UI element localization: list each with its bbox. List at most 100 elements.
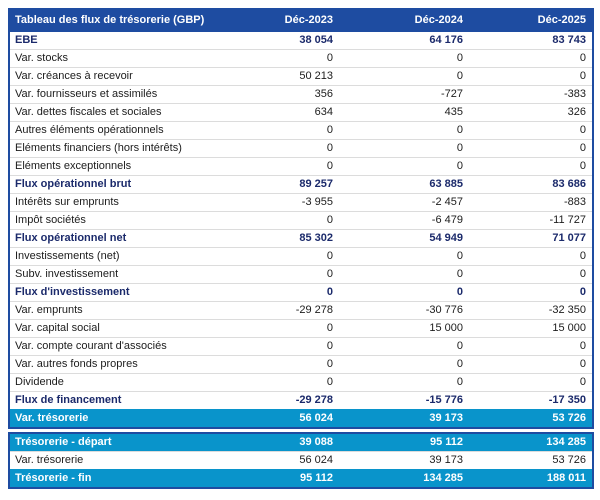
- row-label: Intérêts sur emprunts: [9, 193, 237, 212]
- table-row: Autres éléments opérationnels 0 0 0: [9, 121, 593, 140]
- row-value: 0: [469, 139, 593, 158]
- row-value: -30 776: [339, 301, 469, 320]
- row-value: -29 278: [237, 391, 339, 410]
- table-row: Dividende 0 0 0: [9, 373, 593, 392]
- row-value: 0: [469, 121, 593, 140]
- table-row: Flux d'investissement 0 0 0: [9, 283, 593, 302]
- table-row: Var. capital social 0 15 000 15 000: [9, 319, 593, 338]
- row-value: 188 011: [469, 469, 593, 488]
- row-value: -29 278: [237, 301, 339, 320]
- row-value: 56 024: [237, 451, 339, 470]
- row-value: 435: [339, 103, 469, 122]
- row-value: -383: [469, 85, 593, 104]
- row-label: Trésorerie - fin: [9, 469, 237, 488]
- row-value: 50 213: [237, 67, 339, 86]
- table-row: Var. emprunts -29 278 -30 776 -32 350: [9, 301, 593, 320]
- row-value: 0: [339, 337, 469, 356]
- row-label: EBE: [15, 34, 38, 46]
- row-value: 54 949: [339, 229, 469, 248]
- treasury-summary-body: Trésorerie - départ 39 088 95 112 134 285 Va…: [9, 433, 593, 488]
- row-value: 0: [339, 121, 469, 140]
- row-value: 0: [339, 373, 469, 392]
- row-value: -17 350: [469, 391, 593, 410]
- row-label: Autres éléments opérationnels: [9, 121, 237, 140]
- row-value: 95 112: [237, 469, 339, 488]
- row-label: Var. stocks: [9, 49, 237, 68]
- treasury-summary-table: Trésorerie - départ 39 088 95 112 134 285 Va…: [8, 432, 594, 489]
- row-value: 0: [237, 157, 339, 176]
- row-value: 85 302: [237, 229, 339, 248]
- row-label: Var. emprunts: [9, 301, 237, 320]
- row-value: 0: [237, 247, 339, 266]
- row-value: 0: [237, 283, 339, 302]
- table-title: Tableau des flux de trésorerie (GBP): [9, 9, 237, 32]
- row-value: 0: [339, 265, 469, 284]
- table-row: Eléments financiers (hors intérêts) 0 0 0: [9, 139, 593, 158]
- row-value: 0: [339, 283, 469, 302]
- table-row: Eléments exceptionnels 0 0 0: [9, 157, 593, 176]
- row-value: 0: [469, 247, 593, 266]
- row-label: Flux opérationnel brut: [9, 175, 237, 194]
- row-value: 0: [237, 319, 339, 338]
- row-value: -32 350: [469, 301, 593, 320]
- row-value: -6 479: [339, 211, 469, 230]
- row-value: 0: [237, 49, 339, 68]
- row-label: Trésorerie - départ: [9, 433, 237, 452]
- row-value: 39 088: [237, 433, 339, 452]
- row-value: 39 173: [339, 409, 469, 428]
- row-value: 0: [339, 67, 469, 86]
- row-value: -883: [469, 193, 593, 212]
- row-label: Subv. investissement: [9, 265, 237, 284]
- row-label: Var. trésorerie: [9, 451, 237, 470]
- row-value: 63 885: [339, 175, 469, 194]
- row-value: 0: [469, 373, 593, 392]
- row-value: 64 176: [429, 34, 463, 46]
- row-value: 0: [237, 139, 339, 158]
- row-value: 0: [237, 265, 339, 284]
- table-row: Trésorerie - fin 95 112 134 285 188 011: [9, 469, 593, 488]
- column-header-dec-2023: Déc-2023: [237, 9, 339, 32]
- row-value: 71 077: [469, 229, 593, 248]
- row-value: 0: [469, 265, 593, 284]
- row-value: 0: [339, 139, 469, 158]
- row-value: 89 257: [237, 175, 339, 194]
- table-row: Var. compte courant d'associés 0 0 0: [9, 337, 593, 356]
- row-label: Flux d'investissement: [9, 283, 237, 302]
- row-value: 0: [237, 355, 339, 374]
- row-label: Var. capital social: [9, 319, 237, 338]
- row-value: 356: [237, 85, 339, 104]
- row-value: 0: [237, 211, 339, 230]
- cash-flow-table-header: Tableau des flux de trésorerie (GBP) Déc…: [9, 9, 593, 32]
- row-value: 56 024: [237, 409, 339, 428]
- row-value: 15 000: [469, 319, 593, 338]
- row-value: 326: [469, 103, 593, 122]
- row-value: 53 726: [469, 409, 593, 428]
- table-row: Var. fournisseurs et assimilés 356 -727 -38…: [9, 85, 593, 104]
- column-header-dec-2024: Déc-2024: [339, 9, 469, 32]
- table-row: EBE 38 054 64 176 83 743: [9, 32, 593, 50]
- row-label: Eléments exceptionnels: [9, 157, 237, 176]
- row-label: Dividende: [9, 373, 237, 392]
- cash-flow-table-body: EBE 38 054 64 176 83 743 Var. stocks 0 0 0 Var. …: [9, 32, 593, 428]
- row-value: 0: [237, 121, 339, 140]
- row-value: 0: [339, 49, 469, 68]
- row-value: 15 000: [339, 319, 469, 338]
- column-header-dec-2025: Déc-2025: [469, 9, 593, 32]
- row-value: 0: [469, 67, 593, 86]
- row-label: Var. fournisseurs et assimilés: [9, 85, 237, 104]
- row-value: 39 173: [339, 451, 469, 470]
- row-value: 134 285: [339, 469, 469, 488]
- row-value: 634: [237, 103, 339, 122]
- table-row: Flux opérationnel brut 89 257 63 885 83 686: [9, 175, 593, 194]
- table-row: Trésorerie - départ 39 088 95 112 134 285: [9, 433, 593, 452]
- table-row: Var. autres fonds propres 0 0 0: [9, 355, 593, 374]
- row-label: Flux opérationnel net: [9, 229, 237, 248]
- row-value: -2 457: [339, 193, 469, 212]
- table-row: Var. stocks 0 0 0: [9, 49, 593, 68]
- row-value: 0: [469, 49, 593, 68]
- row-value: -15 776: [339, 391, 469, 410]
- row-value: 0: [339, 157, 469, 176]
- row-value: 0: [469, 157, 593, 176]
- row-label: Impôt sociétés: [9, 211, 237, 230]
